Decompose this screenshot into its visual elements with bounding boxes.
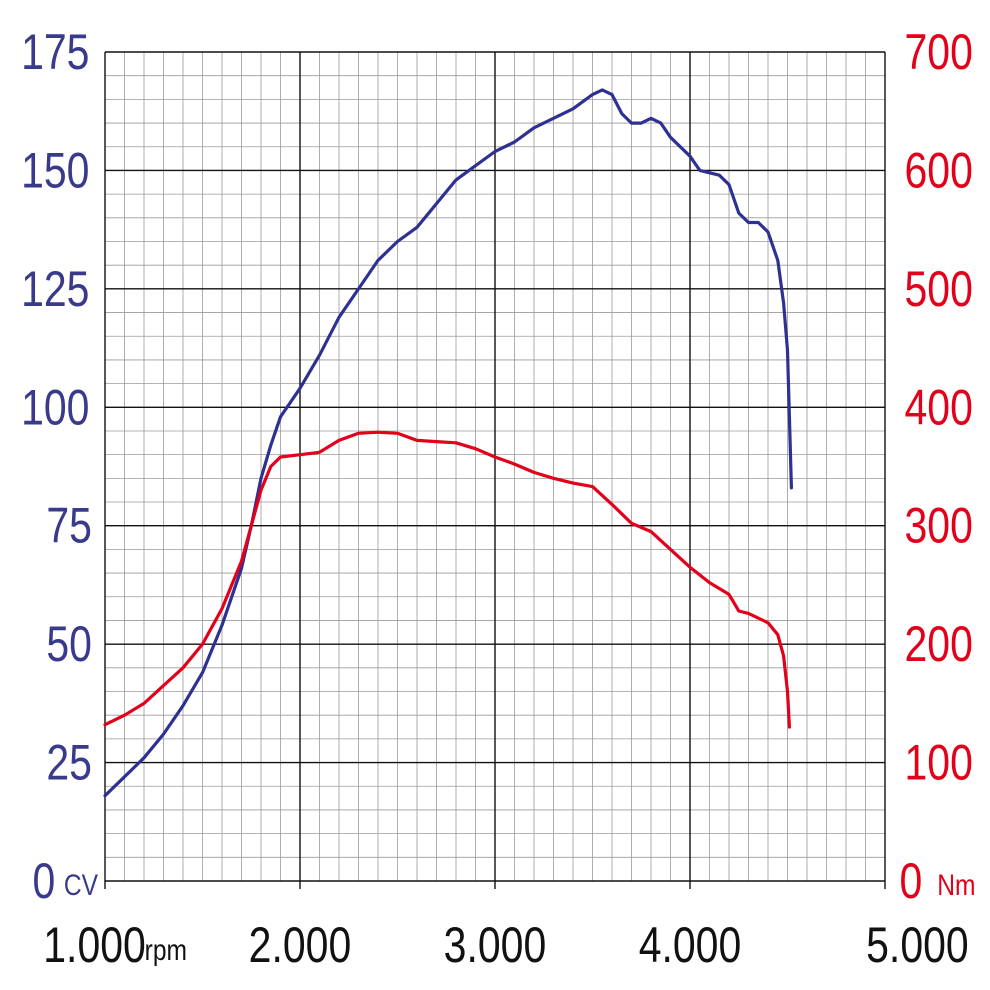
left-axis-tick-label: 75 (46, 498, 92, 554)
right-axis-tick-label: 100 (905, 735, 973, 791)
x-axis-tick-label: 1.000 (43, 917, 146, 973)
x-axis-ticks: 1.000 2.000 3.000 4.000 5.000 (43, 917, 968, 973)
left-axis-tick-label: 50 (46, 616, 92, 672)
right-axis-tick-label: 600 (905, 143, 973, 199)
major-grid (104, 51, 886, 889)
right-axis-tick-label: 200 (905, 616, 973, 672)
right-axis-tick-label: 300 (905, 498, 973, 554)
x-axis-tick-label: 5.000 (866, 917, 969, 973)
left-axis-tick-label: 175 (21, 24, 89, 80)
left-axis-tick-label: 25 (46, 735, 92, 791)
left-axis-tick-label: 150 (21, 143, 89, 199)
right-axis-tick-label: 400 (905, 379, 973, 435)
right-axis-unit: Nm (937, 868, 975, 902)
right-axis-ticks: 0 100 200 300 400 500 600 700 (900, 24, 973, 909)
x-axis-tick-label: 4.000 (639, 917, 742, 973)
left-axis-ticks: 0 25 50 75 100 125 150 175 (21, 24, 92, 909)
x-axis-unit: rpm (145, 933, 187, 967)
x-axis-tick-label: 3.000 (444, 917, 547, 973)
right-axis-tick-label: 700 (905, 24, 973, 80)
left-axis-tick-label: 100 (21, 379, 89, 435)
left-axis-tick-label: 125 (21, 261, 89, 317)
left-axis-tick-label: 0 (33, 853, 56, 909)
torque-curve-line (103, 430, 791, 729)
series-lines (103, 88, 793, 798)
x-axis-tick-label: 2.000 (249, 917, 352, 973)
right-axis-tick-label: 500 (905, 261, 973, 317)
left-axis-unit: CV (64, 868, 99, 902)
right-axis-tick-label: 0 (900, 853, 923, 909)
